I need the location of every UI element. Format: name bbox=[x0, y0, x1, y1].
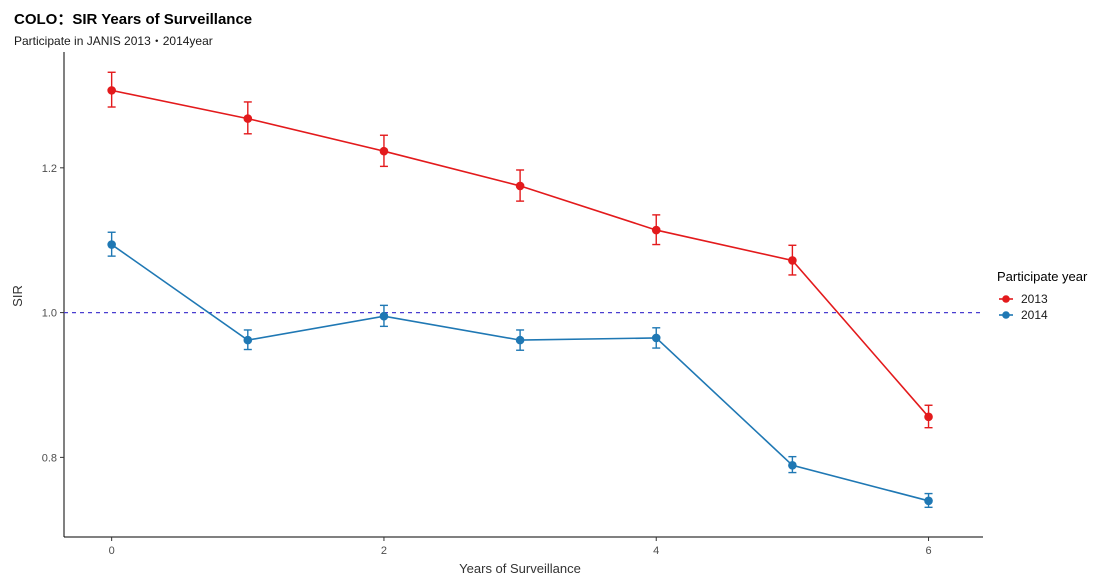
legend-label: 2013 bbox=[1021, 292, 1048, 306]
data-point bbox=[924, 412, 933, 422]
y-tick-label: 0.8 bbox=[42, 452, 57, 464]
legend-item-2014: 2014 bbox=[999, 308, 1048, 322]
x-axis-label: Years of Surveillance bbox=[459, 561, 581, 576]
legend-title: Participate year bbox=[997, 269, 1088, 284]
data-point bbox=[107, 240, 116, 249]
data-point bbox=[788, 256, 797, 265]
series-layer bbox=[107, 71, 933, 509]
y-tick-label: 1.2 bbox=[42, 163, 57, 175]
data-point bbox=[651, 225, 661, 235]
data-point bbox=[924, 496, 933, 506]
data-point bbox=[515, 335, 525, 345]
data-point bbox=[379, 146, 389, 156]
data-point bbox=[651, 333, 661, 343]
legend-items: 2013 2014 bbox=[999, 292, 1048, 322]
legend-swatch-point bbox=[1002, 311, 1010, 319]
legend: Participate year 2013 2014 bbox=[997, 269, 1088, 322]
plot-area: 0 2 4 6 0.8 1.0 1.2 bbox=[42, 52, 983, 557]
legend-label: 2014 bbox=[1021, 308, 1048, 322]
chart-title: COLO：SIR Years of Surveillance bbox=[14, 11, 252, 28]
y-tick-label: 1.0 bbox=[42, 308, 57, 320]
data-point bbox=[243, 335, 253, 345]
series-2014 bbox=[107, 231, 933, 509]
data-point bbox=[515, 181, 525, 191]
data-point bbox=[788, 461, 797, 470]
chart-subtitle: Participate in JANIS 2013・2014year bbox=[14, 34, 213, 48]
y-axis-label: SIR bbox=[10, 285, 25, 307]
x-tick-label: 2 bbox=[381, 545, 387, 557]
x-tick-label: 4 bbox=[653, 545, 659, 557]
series-line-2013 bbox=[111, 89, 930, 418]
data-point bbox=[243, 114, 253, 123]
x-tick-label: 6 bbox=[925, 545, 931, 557]
data-point bbox=[379, 311, 389, 321]
x-ticks: 0 2 4 6 bbox=[109, 537, 932, 557]
legend-item-2013: 2013 bbox=[999, 292, 1048, 306]
series-2013 bbox=[107, 71, 933, 429]
legend-swatch-point bbox=[1002, 295, 1010, 303]
data-point bbox=[107, 86, 116, 95]
x-tick-label: 0 bbox=[109, 545, 115, 557]
series-line-2014 bbox=[111, 243, 929, 502]
y-ticks: 0.8 1.0 1.2 bbox=[42, 163, 64, 464]
